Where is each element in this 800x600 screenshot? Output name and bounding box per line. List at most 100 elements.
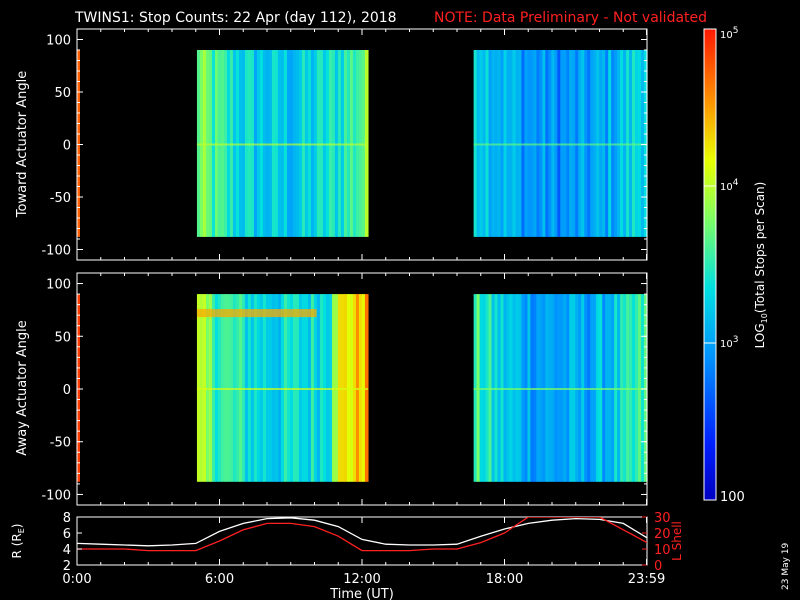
heatmap-column xyxy=(638,294,642,482)
heatmap-column xyxy=(268,50,273,237)
chart-title: TWINS1: Stop Counts: 22 Apr (day 112), 2… xyxy=(74,10,397,26)
heatmap-column xyxy=(545,50,549,237)
heatmap-column xyxy=(334,50,339,237)
heatmap-column xyxy=(566,50,570,237)
heatmap-column xyxy=(488,50,493,237)
heatmap-column xyxy=(256,50,261,237)
heatmap-column xyxy=(343,294,348,482)
heatmap-column xyxy=(292,294,297,482)
zero-angle-band xyxy=(196,143,368,146)
heatmap-column xyxy=(590,50,594,237)
heatmap-column xyxy=(214,294,219,482)
ytick-label: -50 xyxy=(50,436,71,451)
heatmap-column xyxy=(533,294,537,482)
heatmap-column xyxy=(319,50,324,237)
heatmap-column xyxy=(238,50,243,237)
heatmap-column xyxy=(244,50,249,237)
heatmap-column xyxy=(527,50,532,237)
heatmap-column xyxy=(292,50,297,237)
heatmap-column xyxy=(611,294,615,482)
heatmap-column xyxy=(232,50,237,237)
heatmap-column xyxy=(521,294,526,482)
heatmap-column xyxy=(614,294,618,482)
heatmap-column xyxy=(226,50,231,237)
heatmap-column xyxy=(247,50,252,237)
heatmap-column xyxy=(280,50,285,237)
heatmap-column xyxy=(629,50,633,237)
colorbar-tick-label: 103 xyxy=(720,335,738,350)
heatmap-column xyxy=(551,294,555,482)
heatmap-column xyxy=(307,50,312,237)
heatmap-column xyxy=(548,294,552,482)
heatmap-column xyxy=(337,50,342,237)
away-ylabel: Away Actuator Angle xyxy=(15,320,30,455)
heatmap-column xyxy=(575,294,579,482)
heatmap-column xyxy=(545,294,549,482)
heatmap-column xyxy=(247,294,252,482)
heatmap-column xyxy=(602,294,606,482)
heatmap-column xyxy=(596,294,600,482)
heatmap-column xyxy=(331,50,336,237)
heatmap-column xyxy=(265,50,270,237)
heatmap-column xyxy=(289,50,294,237)
heatmap-column xyxy=(617,294,621,482)
heatmap-column xyxy=(560,294,564,482)
colorbar-label: LOG10(Total Stops per Scan) xyxy=(753,182,769,349)
heatmap-column xyxy=(578,294,582,482)
heatmap-column xyxy=(512,294,517,482)
heatmap-column xyxy=(232,294,237,482)
heatmap-column xyxy=(497,50,502,237)
ytick-label: 100 xyxy=(46,278,71,293)
heatmap-column xyxy=(280,294,285,482)
heatmap-column xyxy=(602,50,606,237)
heatmap-column xyxy=(536,50,540,237)
right-ytick-label: 10 xyxy=(654,543,671,558)
heatmap-column xyxy=(497,294,502,482)
heatmap-column xyxy=(503,50,508,237)
heatmap-column xyxy=(578,50,582,237)
colorbar-tick-label: 105 xyxy=(720,26,738,41)
heatmap-column xyxy=(593,294,597,482)
heatmap-column xyxy=(521,50,526,237)
heatmap-column xyxy=(524,294,529,482)
heatmap-column xyxy=(256,294,261,482)
heatmap-column xyxy=(298,50,303,237)
heatmap-column xyxy=(482,294,487,482)
heatmap-column xyxy=(476,50,481,237)
heatmap-column xyxy=(515,294,520,482)
heatmap-column xyxy=(473,50,478,237)
time-xlabel: Time (UT) xyxy=(329,587,394,600)
heatmap-column xyxy=(527,294,532,482)
heatmap-column xyxy=(334,294,339,482)
heatmap-column xyxy=(614,50,618,237)
heatmap-column xyxy=(584,50,588,237)
heatmap-column xyxy=(229,50,234,237)
heatmap-column xyxy=(310,50,315,237)
heatmap-column xyxy=(500,294,505,482)
heatmap-column xyxy=(238,294,243,482)
heatmap-column xyxy=(277,50,282,237)
heatmap-column xyxy=(364,50,369,237)
heatmap-column xyxy=(250,294,255,482)
heatmap-column xyxy=(551,50,555,237)
heatmap-column xyxy=(485,50,490,237)
heatmap-column xyxy=(298,294,303,482)
heatmap-column xyxy=(343,50,348,237)
heatmap-column xyxy=(199,294,204,482)
heatmap-column xyxy=(608,294,612,482)
heatmap-column xyxy=(596,50,600,237)
heatmap-column xyxy=(623,294,627,482)
colorbar-scale xyxy=(703,28,717,501)
heatmap-column xyxy=(223,50,228,237)
heatmap-column xyxy=(623,50,627,237)
heatmap-column xyxy=(286,294,291,482)
heatmap-column xyxy=(274,50,279,237)
right-ytick-label: 0 xyxy=(654,559,662,574)
zero-angle-band xyxy=(473,388,648,390)
radius-series-line xyxy=(77,517,647,547)
heatmap-column xyxy=(340,294,345,482)
heatmap-column xyxy=(632,50,636,237)
heatmap-column xyxy=(241,294,246,482)
heatmap-column xyxy=(202,50,207,237)
heatmap-column xyxy=(557,294,561,482)
